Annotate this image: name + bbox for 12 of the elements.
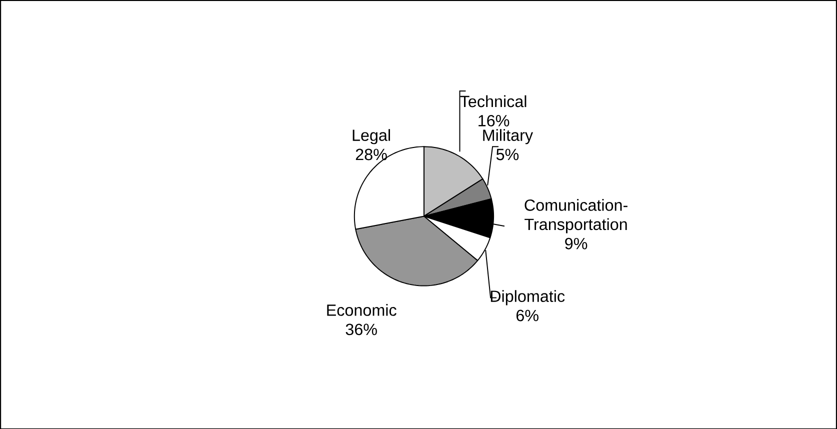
legend-label: Comunication-Transportation bbox=[524, 198, 628, 234]
slice-label: Military bbox=[483, 128, 534, 144]
slice-label: Technical bbox=[460, 95, 526, 107]
data-label: 28% bbox=[356, 148, 387, 160]
slice-label: Legal bbox=[352, 128, 390, 144]
slice-label: Economic bbox=[327, 304, 396, 316]
slice-label: Diplomatic bbox=[490, 290, 565, 305]
data-label: 5% bbox=[496, 148, 519, 160]
data-label: 16% bbox=[478, 114, 510, 126]
data-label: 9% bbox=[565, 238, 588, 250]
data-label: 36% bbox=[346, 323, 377, 335]
data-label: 6% bbox=[516, 310, 538, 322]
